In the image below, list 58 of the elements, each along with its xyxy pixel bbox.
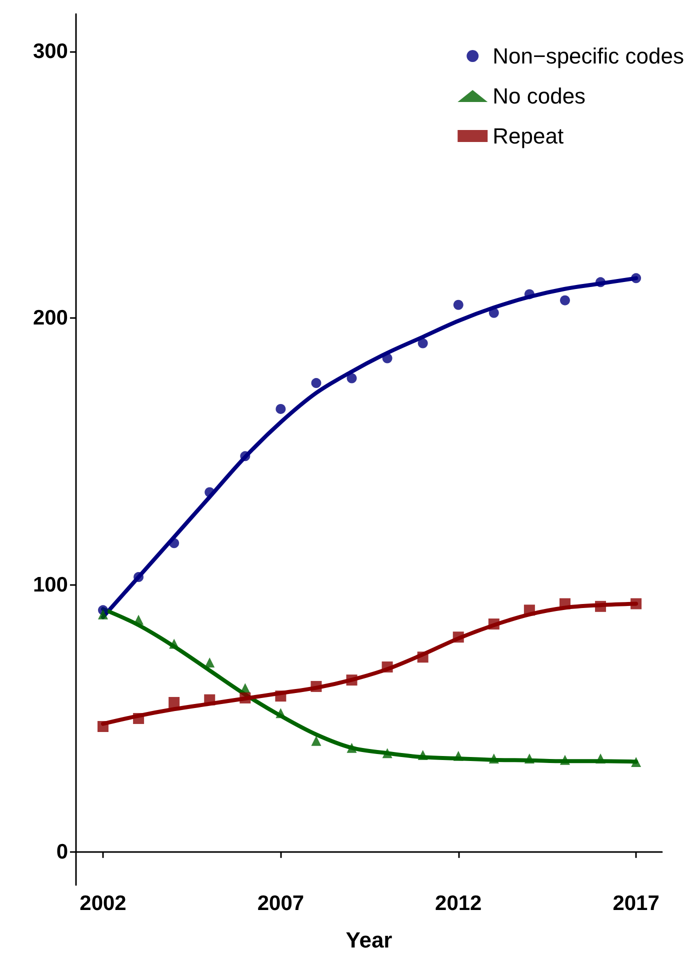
point bbox=[596, 754, 606, 764]
point bbox=[559, 598, 570, 610]
point bbox=[169, 538, 180, 548]
x-tick-label: 2012 bbox=[435, 892, 482, 915]
point bbox=[311, 736, 322, 746]
point bbox=[560, 754, 570, 765]
point bbox=[452, 632, 464, 643]
point bbox=[346, 674, 358, 686]
point bbox=[488, 754, 499, 764]
point bbox=[311, 378, 322, 388]
point bbox=[488, 308, 499, 318]
legend-label: Repeat bbox=[492, 124, 564, 148]
point bbox=[560, 295, 570, 306]
legend-label: No codes bbox=[492, 84, 586, 108]
point bbox=[596, 277, 606, 288]
point bbox=[382, 353, 392, 364]
x-tick-label: 2017 bbox=[612, 892, 660, 915]
x-tick-label: 2007 bbox=[257, 892, 304, 915]
point bbox=[418, 338, 428, 348]
point bbox=[631, 273, 642, 284]
point bbox=[346, 742, 357, 753]
point bbox=[418, 750, 428, 760]
point bbox=[630, 598, 642, 610]
y-tick-label: 200 bbox=[32, 306, 68, 330]
x-axis-title: Year bbox=[346, 928, 393, 952]
point bbox=[524, 289, 534, 300]
point bbox=[169, 638, 180, 649]
point bbox=[382, 661, 393, 672]
point bbox=[98, 609, 108, 620]
y-tick-label: 0 bbox=[56, 840, 68, 864]
point bbox=[134, 572, 144, 582]
point bbox=[204, 487, 215, 498]
y-tick-label: 100 bbox=[32, 574, 68, 597]
point bbox=[524, 604, 535, 616]
point bbox=[204, 694, 216, 706]
point bbox=[204, 657, 215, 668]
point bbox=[276, 404, 286, 414]
y-tick-label: 300 bbox=[32, 40, 68, 63]
point bbox=[275, 690, 286, 702]
point bbox=[346, 373, 357, 384]
point bbox=[98, 720, 109, 732]
point bbox=[524, 754, 534, 764]
point bbox=[168, 696, 180, 708]
point bbox=[417, 652, 428, 663]
point bbox=[631, 756, 642, 767]
point bbox=[382, 748, 392, 758]
point bbox=[133, 712, 144, 724]
point bbox=[134, 614, 144, 625]
point bbox=[240, 451, 250, 462]
point bbox=[453, 750, 464, 761]
point bbox=[488, 618, 500, 630]
point bbox=[276, 708, 286, 718]
point bbox=[453, 300, 464, 310]
point bbox=[310, 680, 322, 692]
point bbox=[595, 600, 606, 612]
point bbox=[240, 692, 251, 704]
legend-label: Non−specific codes bbox=[492, 44, 684, 68]
x-tick-label: 2002 bbox=[80, 892, 126, 915]
